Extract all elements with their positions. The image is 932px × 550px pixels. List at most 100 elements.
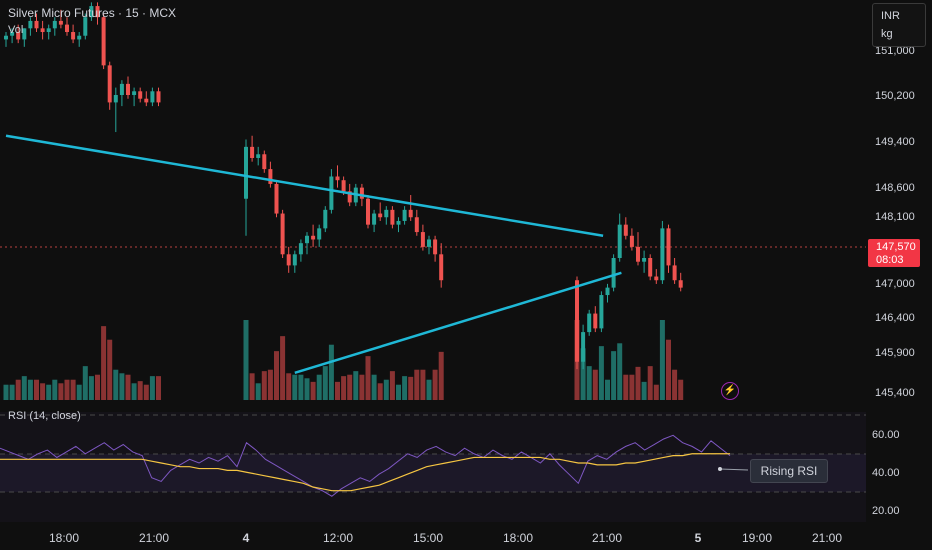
candle	[40, 20, 45, 40]
candle	[250, 135, 255, 162]
candle	[587, 309, 592, 336]
rsi-line	[0, 434, 731, 497]
candle	[132, 87, 137, 107]
x-tick-label: 12:00	[323, 531, 353, 545]
volume-bar	[34, 379, 39, 400]
candle	[323, 206, 328, 233]
candle	[672, 258, 677, 284]
volume-bar	[292, 374, 298, 400]
candle	[28, 17, 33, 36]
rsi-tick-label: 20.00	[872, 505, 900, 517]
volume-bar	[58, 383, 64, 400]
y-tick-label: 147,000	[875, 278, 915, 290]
candle	[119, 80, 124, 107]
candle	[335, 165, 340, 188]
rsi-label[interactable]: RSI (14, close)	[8, 410, 81, 422]
volume-bar	[377, 383, 383, 400]
rsi-axis[interactable]: 20.00 40.00 60.00	[872, 429, 900, 517]
volume-bar	[113, 369, 119, 400]
candle	[666, 224, 671, 273]
y-tick-label: 145,400	[875, 387, 915, 399]
volume-bar	[432, 369, 438, 400]
candle	[77, 32, 82, 47]
volume-bar	[420, 369, 426, 400]
volume-bar	[3, 384, 9, 400]
candle	[244, 139, 248, 236]
volume-bar	[267, 369, 273, 400]
last-price-tag: 147,570 08:03	[868, 239, 920, 267]
volume-bar	[261, 371, 267, 400]
trendline[interactable]	[294, 271, 622, 375]
price-axis[interactable]: 145,400 145,900 146,400 147,000 148,100 148,6…	[875, 45, 915, 399]
volume-bar	[149, 376, 155, 400]
y-tick-label: 146,400	[875, 312, 915, 324]
candle	[420, 224, 425, 251]
volume-bar	[359, 374, 365, 400]
rsi-lines	[0, 434, 731, 497]
candle	[648, 254, 653, 281]
y-tick-label: 148,100	[875, 211, 915, 223]
volume-bar	[322, 366, 328, 400]
candle	[402, 206, 407, 225]
candle	[636, 232, 640, 266]
candle	[384, 206, 389, 225]
y-tick-label: 151,000	[875, 45, 915, 57]
candle	[138, 87, 143, 103]
volume-bar	[304, 378, 310, 400]
candle	[256, 146, 261, 166]
volume-bar	[438, 351, 444, 400]
volume-bar	[286, 373, 292, 400]
candle	[10, 28, 15, 44]
y-tick-label: 148,600	[875, 182, 915, 194]
x-tick-label: 18:00	[49, 531, 79, 545]
volume-bar	[653, 384, 659, 400]
volume-bar	[414, 369, 420, 400]
annotation-dot	[718, 467, 722, 471]
volume-bar	[672, 369, 678, 400]
candle	[605, 283, 610, 303]
volume-bar	[88, 376, 94, 400]
x-tick-label: 5	[695, 531, 702, 545]
candle	[378, 202, 383, 221]
candle	[599, 291, 604, 333]
volume-bar	[298, 374, 304, 400]
candle	[396, 217, 401, 233]
trendline[interactable]	[5, 134, 604, 238]
candle	[4, 32, 8, 47]
candle	[46, 24, 51, 40]
volume-bar	[659, 320, 665, 400]
candle	[414, 209, 419, 236]
volume-bar	[255, 383, 261, 400]
candle	[16, 24, 21, 44]
rising-rsi-annotation[interactable]: Rising RSI	[750, 459, 828, 483]
candle	[268, 161, 273, 188]
y-tick-label: 145,900	[875, 347, 915, 359]
volume-bar	[21, 376, 27, 400]
volume-bar	[617, 343, 623, 400]
volume-bar	[40, 383, 46, 400]
volume-bar	[249, 373, 255, 400]
rsi-tick-label: 40.00	[872, 467, 900, 479]
volume-bar	[76, 384, 82, 400]
candle	[126, 76, 130, 99]
x-tick-label: 18:00	[503, 531, 533, 545]
candle	[317, 224, 322, 247]
time-axis[interactable]: 18:00 21:00 4 12:00 15:00 18:00 21:00 5 19:00 21:…	[49, 531, 842, 545]
units-box[interactable]: INR kg	[872, 3, 926, 47]
y-tick-label: 150,200	[875, 90, 915, 102]
volume-bar	[341, 376, 347, 400]
volume-bar	[280, 336, 286, 400]
candle	[107, 61, 112, 110]
candle	[292, 250, 297, 273]
candle	[65, 17, 69, 36]
flash-icon[interactable]: ⚡	[721, 382, 739, 400]
bar-countdown: 08:03	[876, 254, 904, 266]
volume-bar	[598, 346, 604, 400]
volume-bar	[137, 381, 143, 400]
candle	[298, 239, 303, 262]
trendlines[interactable]	[5, 134, 622, 375]
volume-bar	[647, 366, 653, 400]
volume-bar	[623, 374, 629, 400]
volume-bar	[310, 381, 316, 400]
